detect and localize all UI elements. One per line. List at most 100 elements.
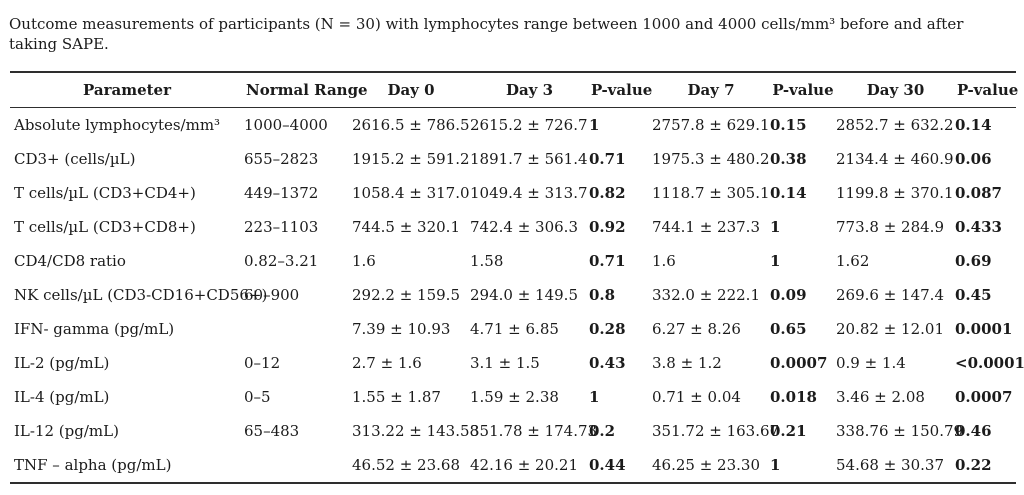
table-row: NK cells/µL (CD3-CD16+CD56+) 60–900 292.2 … bbox=[10, 278, 1016, 312]
value-cell bbox=[244, 312, 352, 346]
parameter-cell: CD4/CD8 ratio bbox=[14, 251, 126, 270]
value-cell: 54.68 ± 30.37 bbox=[836, 455, 944, 474]
table-row: CD4/CD8 ratio 0.82–3.21 1.6 1.58 0.71 1.6 1 1.6… bbox=[10, 244, 1016, 278]
value-cell: 2134.4 ± 460.9 bbox=[836, 149, 954, 168]
table-caption: Outcome measurements of participants (N … bbox=[9, 15, 964, 54]
table-body: Absolute lymphocytes/mm³ 1000–4000 2616.5 … bbox=[10, 107, 1024, 483]
value-cell: 4.71 ± 6.85 bbox=[470, 319, 559, 338]
parameter-cell: IFN- gamma (pg/mL) bbox=[14, 319, 175, 338]
value-cell: 0.9 ± 1.4 bbox=[836, 353, 906, 372]
value-cell bbox=[244, 448, 352, 483]
value-cell: 338.76 ± 150.79 bbox=[836, 421, 964, 440]
value-cell: 1915.2 ± 591.2 bbox=[352, 149, 470, 168]
pvalue-cell: 1 bbox=[770, 217, 781, 236]
pvalue-cell: 0.087 bbox=[955, 183, 1002, 202]
pvalue-cell: 0.22 bbox=[955, 455, 992, 474]
value-cell: 1.59 ± 2.38 bbox=[470, 387, 559, 406]
pvalue-cell: <0.0001 bbox=[955, 353, 1024, 372]
header-day-7: Day 7 bbox=[652, 71, 770, 108]
table-row: IFN- gamma (pg/mL) 7.39 ± 10.93 4.71 ± 6.8… bbox=[10, 312, 1016, 346]
pvalue-cell: 0.38 bbox=[770, 149, 807, 168]
value-cell: 269.6 ± 147.4 bbox=[836, 285, 944, 304]
value-cell: 744.5 ± 320.1 bbox=[352, 217, 460, 236]
value-cell: 20.82 ± 12.01 bbox=[836, 319, 944, 338]
pvalue-cell: 0.82 bbox=[589, 183, 626, 202]
value-cell: 742.4 ± 306.3 bbox=[470, 217, 578, 236]
value-cell: 60–900 bbox=[244, 285, 300, 304]
value-cell: 6.27 ± 8.26 bbox=[652, 319, 741, 338]
pvalue-cell: 0.21 bbox=[770, 421, 807, 440]
header-day-0: Day 0 bbox=[352, 71, 470, 108]
header-p-value-day-3: P-value bbox=[589, 71, 652, 108]
table-row: CD3+ (cells/µL) 655–2823 1915.2 ± 591.2 189… bbox=[10, 142, 1016, 176]
outcome-table: Parameter Normal Range Day 0 Day 3 P-val… bbox=[10, 70, 1024, 484]
value-cell: 0–12 bbox=[244, 353, 281, 372]
header-day-3: Day 3 bbox=[470, 71, 589, 108]
value-cell: 313.22 ± 143.58 bbox=[352, 421, 480, 440]
pvalue-cell: 0.09 bbox=[770, 285, 807, 304]
value-cell: 3.8 ± 1.2 bbox=[652, 353, 722, 372]
value-cell: 1891.7 ± 561.4 bbox=[470, 149, 588, 168]
pvalue-cell: 0.0007 bbox=[770, 353, 828, 372]
value-cell: 1.6 bbox=[352, 251, 376, 270]
pvalue-cell: 0.433 bbox=[955, 217, 1002, 236]
pvalue-cell: 0.69 bbox=[955, 251, 992, 270]
value-cell: 294.0 ± 149.5 bbox=[470, 285, 578, 304]
pvalue-cell: 0.71 bbox=[589, 149, 626, 168]
table-row: IL-2 (pg/mL) 0–12 2.7 ± 1.6 3.1 ± 1.5 0.43 3.… bbox=[10, 346, 1024, 380]
header-p-value-day-7: P-value bbox=[770, 71, 836, 108]
value-cell: 1058.4 ± 317.0 bbox=[352, 183, 470, 202]
parameter-cell: CD3+ (cells/µL) bbox=[14, 149, 136, 168]
pvalue-cell: 0.06 bbox=[955, 149, 992, 168]
value-cell: 223–1103 bbox=[244, 217, 319, 236]
parameter-cell: T cells/µL (CD3+CD4+) bbox=[14, 183, 196, 202]
value-cell: 1.6 bbox=[652, 251, 676, 270]
pvalue-cell: 0.45 bbox=[955, 285, 992, 304]
value-cell: 0–5 bbox=[244, 387, 271, 406]
pvalue-cell: 0.8 bbox=[589, 285, 616, 304]
value-cell: 2615.2 ± 726.7 bbox=[470, 115, 588, 134]
value-cell: 7.39 ± 10.93 bbox=[352, 319, 451, 338]
value-cell: 1118.7 ± 305.1 bbox=[652, 183, 770, 202]
value-cell: 1000–4000 bbox=[244, 115, 328, 134]
value-cell: 292.2 ± 159.5 bbox=[352, 285, 460, 304]
table-row: T cells/µL (CD3+CD8+) 223–1103 744.5 ± 320… bbox=[10, 210, 1016, 244]
value-cell: 3.1 ± 1.5 bbox=[470, 353, 540, 372]
pvalue-cell: 0.2 bbox=[589, 421, 616, 440]
pvalue-cell: 0.28 bbox=[589, 319, 626, 338]
header-normal-range: Normal Range bbox=[244, 71, 368, 108]
pvalue-cell: 0.14 bbox=[770, 183, 807, 202]
value-cell: 2.7 ± 1.6 bbox=[352, 353, 422, 372]
parameter-cell: IL-4 (pg/mL) bbox=[14, 387, 110, 406]
value-cell: 42.16 ± 20.21 bbox=[470, 455, 578, 474]
pvalue-cell: 1 bbox=[770, 455, 781, 474]
parameter-cell: IL-12 (pg/mL) bbox=[14, 421, 119, 440]
pvalue-cell: 0.92 bbox=[589, 217, 626, 236]
value-cell: 0.71 ± 0.04 bbox=[652, 387, 741, 406]
header-parameter: Parameter bbox=[10, 71, 244, 108]
parameter-cell: NK cells/µL (CD3-CD16+CD56+) bbox=[14, 285, 268, 304]
value-cell: 1.62 bbox=[836, 251, 870, 270]
value-cell: 1.55 ± 1.87 bbox=[352, 387, 441, 406]
value-cell: 449–1372 bbox=[244, 183, 319, 202]
value-cell: 0.82–3.21 bbox=[244, 251, 319, 270]
value-cell: 655–2823 bbox=[244, 149, 319, 168]
value-cell: 2757.8 ± 629.1 bbox=[652, 115, 770, 134]
pvalue-cell: 0.018 bbox=[770, 387, 817, 406]
parameter-cell: IL-2 (pg/mL) bbox=[14, 353, 110, 372]
value-cell: 744.1 ± 237.3 bbox=[652, 217, 760, 236]
pvalue-cell: 0.43 bbox=[589, 353, 626, 372]
header-p-value-day-30: P-value bbox=[955, 71, 1018, 108]
table-row: TNF – alpha (pg/mL) 46.52 ± 23.68 42.16 ± … bbox=[10, 448, 1016, 483]
pvalue-cell: 1 bbox=[770, 251, 781, 270]
value-cell: 2616.5 ± 786.5 bbox=[352, 115, 470, 134]
value-cell: 2852.7 ± 632.2 bbox=[836, 115, 954, 134]
value-cell: 773.8 ± 284.9 bbox=[836, 217, 944, 236]
value-cell: 46.25 ± 23.30 bbox=[652, 455, 760, 474]
pvalue-cell: 0.15 bbox=[770, 115, 807, 134]
pvalue-cell: 0.0001 bbox=[955, 319, 1013, 338]
pvalue-cell: 0.0007 bbox=[955, 387, 1013, 406]
value-cell: 65–483 bbox=[244, 421, 300, 440]
table-row: IL-4 (pg/mL) 0–5 1.55 ± 1.87 1.59 ± 2.38 1 0.… bbox=[10, 380, 1016, 414]
